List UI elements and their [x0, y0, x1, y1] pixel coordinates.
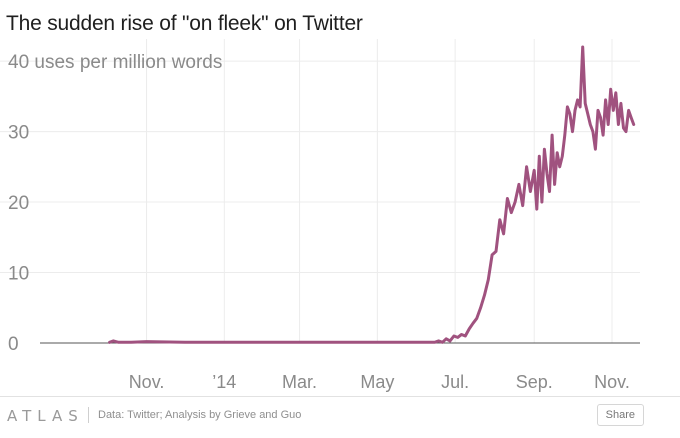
- y-tick-label: 20: [8, 193, 29, 214]
- x-tick-label: Nov.: [594, 372, 630, 392]
- line-chart: 0 10 20 30 40 uses per million words Nov. ’14…: [0, 39, 640, 392]
- y-tick-label: 10: [8, 264, 29, 285]
- x-axis-tick-labels: Nov. ’14 Mar. May Jul. Sep. Nov.: [129, 372, 630, 392]
- x-tick-label: ’14: [212, 372, 236, 392]
- x-tick-label: May: [360, 372, 394, 392]
- footer-separator: [88, 407, 89, 423]
- horizontal-gridlines: [0, 60, 640, 274]
- share-button[interactable]: Share: [596, 404, 644, 426]
- atlas-logo: ATLAS: [7, 407, 84, 425]
- footer-divider: [0, 396, 680, 397]
- y-tick-label: 30: [8, 123, 29, 144]
- source-note: Data: Twitter; Analysis by Grieve and Gu…: [98, 409, 302, 421]
- series-line-on-fleek: [108, 45, 636, 344]
- y-tick-label: 40 uses per million words: [8, 52, 222, 73]
- chart-title: The sudden rise of "on fleek" on Twitter: [6, 12, 363, 35]
- y-axis-tick-labels: 0 10 20 30 40 uses per million words: [8, 52, 222, 355]
- x-tick-label: Nov.: [129, 372, 165, 392]
- x-tick-label: Mar.: [282, 372, 317, 392]
- x-tick-label: Sep.: [516, 372, 553, 392]
- x-tick-label: Jul.: [441, 372, 469, 392]
- y-tick-label: 0: [8, 334, 19, 355]
